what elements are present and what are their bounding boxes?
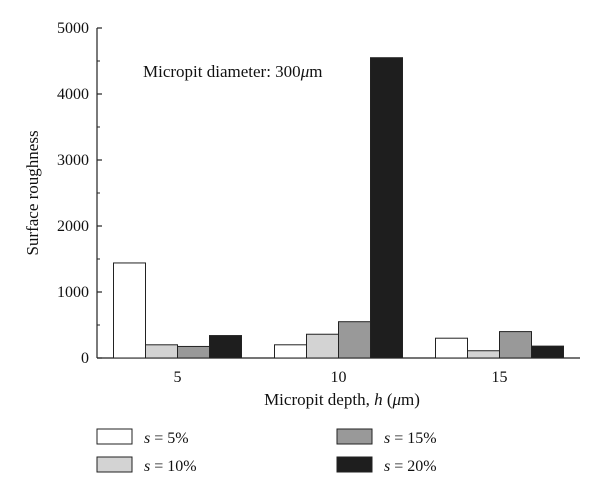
legend-swatch bbox=[96, 456, 133, 473]
bar-15pct-15 bbox=[499, 331, 532, 359]
bar-15pct-10 bbox=[338, 321, 371, 359]
legend-label: s = 10% bbox=[144, 458, 197, 475]
x-axis-label: Micropit depth, h (μm) bbox=[264, 390, 420, 409]
bar-20pct-5 bbox=[209, 335, 242, 359]
x-tick-label: 15 bbox=[492, 369, 508, 386]
bar-20pct-15 bbox=[531, 345, 564, 359]
legend-swatch bbox=[336, 428, 373, 445]
annotation-text: Micropit diameter: 300μm bbox=[143, 62, 322, 81]
legend-swatch bbox=[96, 428, 133, 445]
bar-15pct-5 bbox=[177, 345, 210, 359]
y-axis-label: Surface roughness bbox=[23, 130, 42, 255]
legend: s = 5% s = 10% s = 15% s = 20% bbox=[96, 428, 437, 475]
legend-swatch bbox=[336, 456, 373, 473]
y-tick-label: 0 bbox=[81, 350, 89, 367]
bar-10pct-5 bbox=[145, 344, 178, 359]
bar-5pct-15 bbox=[435, 337, 468, 359]
y-tick-label: 4000 bbox=[57, 86, 89, 103]
y-tick-label: 1000 bbox=[57, 284, 89, 301]
bar-20pct-10 bbox=[370, 57, 403, 359]
bar-10pct-15 bbox=[467, 350, 500, 359]
y-tick-label: 3000 bbox=[57, 152, 89, 169]
y-tick-label: 5000 bbox=[57, 20, 89, 37]
y-axis: 0 1000 2000 3000 4000 5000 bbox=[57, 20, 102, 367]
legend-label: s = 20% bbox=[384, 458, 437, 475]
legend-label: s = 15% bbox=[384, 430, 437, 447]
bars bbox=[113, 57, 564, 359]
bar-5pct-10 bbox=[274, 344, 307, 359]
bar-10pct-10 bbox=[306, 333, 339, 359]
bar-5pct-5 bbox=[113, 262, 146, 359]
x-tick-label: 10 bbox=[331, 369, 347, 386]
y-tick-label: 2000 bbox=[57, 218, 89, 235]
legend-label: s = 5% bbox=[144, 430, 189, 447]
x-tick-label: 5 bbox=[174, 369, 182, 386]
